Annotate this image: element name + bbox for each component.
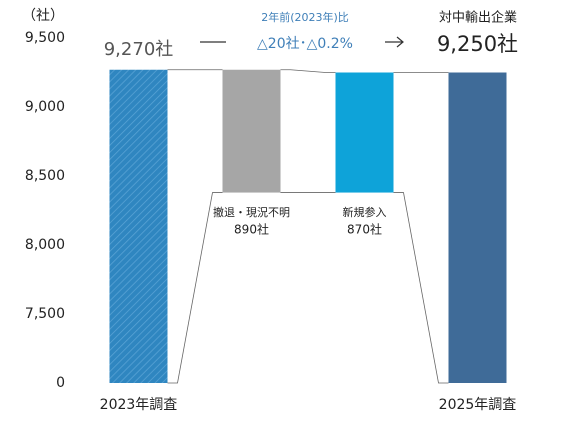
category-label: 新規参入 bbox=[343, 205, 387, 219]
series-title: 対中輸出企業 bbox=[439, 10, 517, 26]
bar bbox=[109, 69, 168, 384]
value-label: 9,250社 bbox=[437, 32, 518, 56]
connector bbox=[280, 69, 336, 73]
arrow bbox=[385, 36, 404, 48]
connector bbox=[393, 192, 449, 384]
connector bbox=[167, 192, 223, 384]
y-unit: （社） bbox=[22, 8, 64, 24]
y-tick-label: 8,000 bbox=[25, 237, 65, 253]
x-tick-label: 2023年調査 bbox=[100, 397, 178, 413]
comparison: △20社･△0.2% bbox=[257, 36, 353, 52]
value-label: 890社 bbox=[234, 222, 269, 237]
y-tick-label: 7,500 bbox=[25, 306, 65, 322]
value-label: 9,270社 bbox=[104, 39, 174, 60]
bar bbox=[448, 72, 507, 383]
y-tick-label: 0 bbox=[56, 375, 65, 391]
category-label: 撤退・現況不明 bbox=[213, 205, 290, 219]
x-tick-label: 2025年調査 bbox=[439, 397, 517, 413]
value-label: 870社 bbox=[347, 222, 382, 237]
comparison-title: 2年前(2023年)比 bbox=[261, 10, 349, 24]
y-tick-label: 9,000 bbox=[25, 99, 65, 115]
y-tick-label: 8,500 bbox=[25, 168, 65, 184]
bar bbox=[222, 69, 281, 193]
bar bbox=[335, 72, 394, 193]
y-tick-label: 9,500 bbox=[25, 30, 65, 46]
